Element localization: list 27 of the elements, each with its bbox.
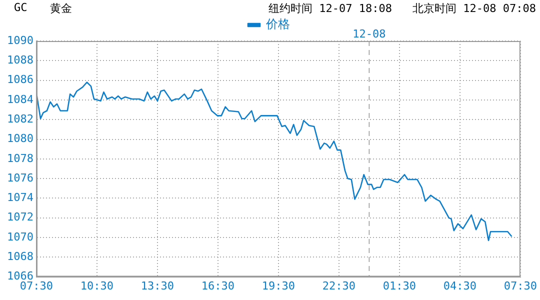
chart-title: GC (14, 1, 28, 14)
x-tick-label: 13:30 (140, 279, 174, 292)
x-tick-label: 16:30 (201, 279, 235, 292)
text: 纽约时间 12-07 18:08 (268, 1, 392, 16)
y-tick-label: 1082 (6, 112, 34, 126)
y-tick-label: 1080 (6, 132, 34, 146)
text: 北京时间 12-08 07:08 (412, 1, 536, 16)
legend-label: 价格 (265, 17, 290, 32)
x-tick-label: 04:30 (443, 279, 477, 292)
y-tick-label: 1076 (6, 171, 34, 184)
y-tick-label: 1074 (6, 191, 34, 204)
ref-line-label: 12-08 (352, 27, 386, 40)
y-tick-label: 1090 (6, 34, 34, 47)
x-tick-label: 19:30 (262, 279, 296, 292)
y-tick-label: 1070 (6, 230, 34, 244)
y-tick-label: 1072 (6, 210, 34, 224)
y-tick-label: 1078 (6, 152, 34, 165)
x-tick-label: 07:30 (20, 279, 54, 292)
chart-subtitle: 黄金 (50, 1, 72, 16)
x-tick-label: 07:30 (504, 279, 538, 292)
x-tick-label: 22:30 (322, 279, 356, 292)
x-tick-label: 10:30 (80, 279, 114, 292)
y-tick-label: 1088 (6, 54, 34, 67)
x-tick-label: 01:30 (382, 279, 416, 292)
y-tick-label: 1084 (6, 92, 34, 106)
y-tick-label: 1068 (6, 250, 34, 264)
y-tick-label: 1086 (6, 73, 34, 86)
